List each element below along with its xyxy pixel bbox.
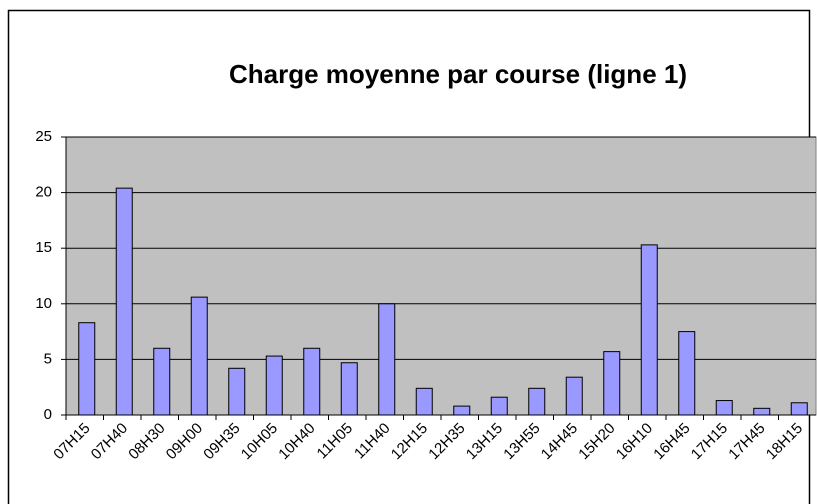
bar xyxy=(453,405,471,416)
bar xyxy=(490,396,508,416)
bar xyxy=(715,400,733,416)
bar xyxy=(378,303,396,416)
y-tick-label: 25 xyxy=(35,128,52,145)
y-tick-label: 20 xyxy=(35,184,52,201)
y-tick-label: 0 xyxy=(44,406,52,423)
bar xyxy=(340,362,358,416)
bar xyxy=(603,351,621,416)
bar xyxy=(640,244,658,416)
y-tick-label: 5 xyxy=(44,350,52,367)
bar xyxy=(228,367,246,416)
bar xyxy=(303,347,321,416)
bar xyxy=(678,331,696,416)
bar xyxy=(415,387,433,416)
y-tick-label: 15 xyxy=(35,239,52,256)
bar xyxy=(565,376,583,416)
chart-title: Charge moyenne par course (ligne 1) xyxy=(229,59,687,89)
bar xyxy=(265,355,283,416)
bar xyxy=(790,402,808,416)
bar xyxy=(190,296,208,416)
bar xyxy=(528,387,546,416)
y-tick-label: 10 xyxy=(35,295,52,312)
bar xyxy=(153,347,171,416)
plot-area xyxy=(65,136,817,416)
bar xyxy=(753,407,771,416)
bar xyxy=(78,322,96,416)
bar xyxy=(115,187,133,416)
